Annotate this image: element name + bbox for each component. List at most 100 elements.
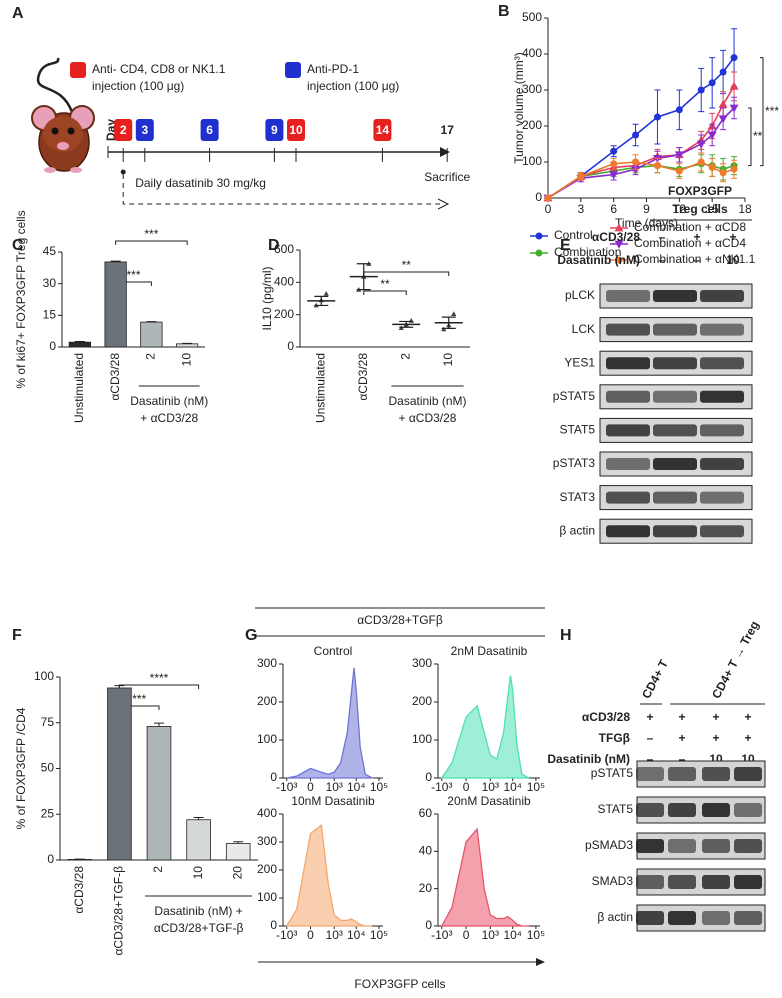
data-point	[708, 163, 716, 171]
histogram-title: 20nM Dasatinib	[447, 794, 531, 808]
blot-band	[702, 803, 730, 817]
blot-row-label: β actin	[597, 910, 633, 924]
blot-row-label: pSMAD3	[585, 838, 633, 852]
histogram-area	[440, 675, 530, 779]
x-tick-label: 10	[179, 353, 193, 367]
condition-mark: –	[659, 253, 666, 267]
blot-band	[700, 357, 744, 370]
y-tick-label: 200	[257, 862, 277, 876]
blot-row-label: YES1	[564, 355, 595, 369]
data-point	[718, 115, 728, 124]
significance-label: ***	[765, 104, 779, 118]
significance-label: **	[753, 129, 763, 143]
legend-swatch	[70, 62, 86, 78]
data-point	[653, 113, 661, 121]
blot-row-label: β actin	[559, 523, 595, 537]
blot-band	[700, 390, 744, 403]
blot-band	[700, 525, 744, 538]
blot-row-label: SMAD3	[592, 874, 634, 888]
blot-band	[636, 767, 664, 781]
significance-label: ****	[150, 671, 169, 685]
error-bar	[154, 722, 164, 727]
x-tick-label: 0	[307, 780, 314, 794]
blot-band	[702, 875, 730, 889]
y-axis-label: % of FOXP3GFP /CD4	[14, 707, 28, 829]
x-tick-label: -10³	[431, 780, 452, 794]
x-tick-label: 2	[151, 866, 165, 873]
group-label: Dasatinib (nM)	[388, 394, 466, 408]
data-line	[547, 57, 735, 199]
blot-band	[606, 390, 650, 403]
data-point	[544, 194, 552, 202]
end-label: Sacrifice	[424, 170, 470, 184]
day-label: 14	[376, 123, 390, 137]
blot-row-label: LCK	[572, 322, 595, 336]
condition-mark: +	[744, 731, 751, 745]
x-tick-label: 20	[230, 866, 244, 880]
y-tick-label: 300	[257, 656, 277, 670]
x-tick-label: 10⁴	[503, 928, 522, 942]
x-tick-label: 10³	[482, 928, 499, 942]
blot-row-label: pSTAT3	[553, 456, 596, 470]
legend-label: Combination + αNK1.1	[634, 252, 756, 266]
condition-label: Dasatinib (nM)	[557, 253, 640, 267]
injection-box	[287, 119, 305, 141]
x-tick-label: αCD3/28	[72, 866, 86, 914]
blot-band	[668, 911, 696, 925]
x-tick-label: Unstimulated	[313, 353, 327, 423]
blot-band	[636, 875, 664, 889]
y-axis-label: Tumor volume (mm³)	[512, 52, 526, 164]
data-line	[547, 85, 735, 199]
data-point	[675, 167, 683, 175]
data-point	[451, 311, 457, 316]
group-label: Dasatinib (nM)	[130, 394, 208, 408]
blot-header: FOXP3GFP	[668, 184, 732, 198]
shared-x-arrow	[536, 958, 545, 966]
x-tick-label: 0	[307, 928, 314, 942]
data-point	[609, 171, 619, 180]
y-tick-label: 0	[47, 852, 54, 866]
data-point	[730, 54, 738, 62]
y-tick-label: 0	[270, 918, 277, 932]
x-tick-label: Unstimulated	[72, 353, 86, 423]
x-tick-label: 10³	[326, 780, 343, 794]
data-point	[697, 158, 705, 166]
x-tick-label: 9	[643, 202, 650, 216]
condition-label: αCD3/28	[582, 710, 630, 724]
data-point	[632, 158, 640, 166]
data-point	[696, 140, 706, 149]
group-label: Dasatinib (nM) +	[154, 904, 242, 918]
x-tick-label: 10	[441, 353, 455, 367]
blot-header: Treg cells	[672, 202, 728, 216]
day-label: 6	[206, 123, 213, 137]
condition-mark: +	[712, 710, 719, 724]
y-tick-label: 60	[419, 806, 433, 820]
y-tick-label: 300	[257, 834, 277, 848]
y-tick-label: 25	[41, 806, 55, 820]
legend-label: Anti- CD4, CD8 or NK1.1	[92, 62, 226, 76]
y-tick-label: 400	[274, 275, 294, 289]
significance-label: ***	[144, 227, 158, 241]
significance-label: **	[380, 277, 390, 291]
blot-band	[653, 357, 697, 370]
bar	[175, 343, 199, 348]
legend-marker	[615, 256, 623, 264]
x-tick-label: 2	[398, 353, 412, 360]
histogram-area	[286, 667, 375, 779]
injection-box	[114, 119, 133, 141]
condition-mark: –	[647, 731, 654, 745]
panel-label: E	[560, 237, 571, 254]
condition-mark: –	[694, 253, 701, 267]
data-point	[730, 165, 738, 173]
blot-band	[653, 290, 697, 302]
injection-box	[200, 119, 219, 141]
x-tick-label: 10⁵	[370, 928, 388, 942]
blot-band	[606, 323, 650, 336]
condition-mark: +	[693, 230, 700, 244]
y-tick-label: 0	[425, 770, 432, 784]
x-tick-label: 10³	[482, 780, 499, 794]
condition-mark: –	[659, 230, 666, 244]
y-tick-label: 15	[43, 308, 57, 322]
blot-band	[734, 839, 762, 853]
